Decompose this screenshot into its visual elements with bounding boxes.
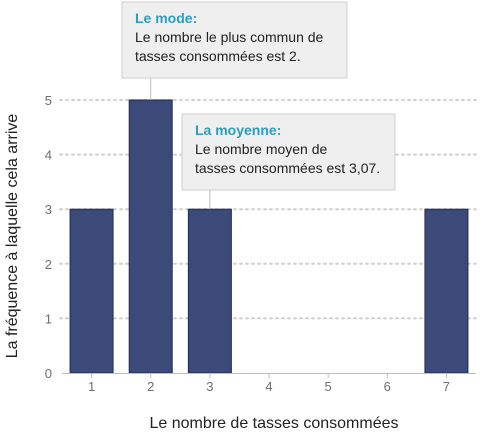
- y-axis-title: La fréquence à laquelle cela arrive: [4, 114, 21, 359]
- mode-callout: Le mode: Le nombre le plus commun de tas…: [121, 1, 348, 100]
- mean-callout-title: La moyenne:: [195, 122, 281, 138]
- x-tick-label-4: 4: [265, 379, 272, 394]
- mean-callout-box: [181, 113, 396, 191]
- mode-callout-line-2: tasses consommées est 2.: [135, 48, 301, 64]
- mode-callout-line-1: Le nombre le plus commun de: [135, 29, 324, 45]
- bar-7: [424, 208, 469, 374]
- y-tick-label-5: 5: [45, 93, 52, 108]
- mean-callout-line-2: tasses consommées est 3,07.: [195, 160, 380, 176]
- y-tick-label-1: 1: [45, 311, 52, 326]
- x-tick-label-7: 7: [443, 379, 450, 394]
- mean-callout: La moyenne: Le nombre moyen de tasses co…: [181, 113, 396, 210]
- y-tick-label-0: 0: [45, 366, 52, 381]
- mean-callout-line-1: Le nombre moyen de: [195, 141, 328, 157]
- mode-callout-box: [121, 1, 348, 79]
- x-tick-label-2: 2: [147, 379, 154, 394]
- axis-layer: 0 1 2 3 4 5 1 2 3 4 5 6 7: [45, 93, 476, 394]
- x-tick-label-1: 1: [88, 379, 95, 394]
- mode-callout-title: Le mode:: [135, 10, 197, 26]
- bar-1: [69, 208, 114, 374]
- x-tick-label-5: 5: [325, 379, 332, 394]
- bar-3: [187, 208, 232, 374]
- x-tick-label-6: 6: [384, 379, 391, 394]
- y-tick-label-4: 4: [45, 148, 52, 163]
- y-tick-label-3: 3: [45, 202, 52, 217]
- x-tick-label-3: 3: [206, 379, 213, 394]
- x-axis-title: Le nombre de tasses consommées: [149, 415, 398, 432]
- y-tick-label-2: 2: [45, 257, 52, 272]
- bar-2: [128, 99, 173, 374]
